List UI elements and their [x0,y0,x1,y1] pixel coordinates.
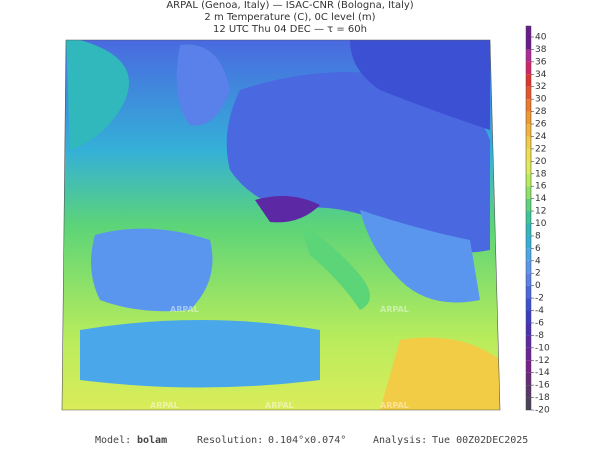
colorbar-segment [526,223,531,236]
colorbar-label: 14 [535,194,547,204]
watermark: ARPAL [265,401,294,410]
colorbar-label: 0 [535,281,541,291]
east-mediterranean [380,337,500,410]
footer-label: Analysis: [373,435,427,446]
colorbar-label: -14 [535,368,550,378]
watermark: ARPAL [380,305,409,314]
colorbar-label: -10 [535,343,550,353]
colorbar-label: 34 [535,70,547,80]
colorbar-label: 24 [535,132,547,142]
colorbar-label: 18 [535,169,547,179]
colorbar-label: 40 [535,33,547,43]
colorbar-label: -2 [535,294,544,304]
balkans [360,210,480,303]
colorbar-frame [525,25,532,411]
colorbar-label: 26 [535,120,547,130]
colorbar-label: 38 [535,45,547,55]
east-europe [350,40,490,130]
footer-label: Model: [95,435,131,446]
colorbar-segment [526,86,531,100]
colorbar-segment [526,173,531,187]
colorbar-label: 8 [535,231,541,241]
footer-value: Tue 00Z02DEC2025 [432,435,528,446]
colorbar-segment [526,186,531,199]
colorbar-segment [526,211,531,224]
watermark: ARPAL [150,401,179,410]
colorbar-segment [526,74,531,87]
colorbar-segment [526,111,531,125]
colorbar-segment [526,273,531,286]
colorbar-label: 30 [535,95,547,105]
colorbar-segment [526,99,531,112]
colorbar-label: -6 [535,318,544,328]
colorbar-segment [526,347,531,361]
header-line: 2 m Temperature (C), 0C level (m) [204,12,375,23]
footer-value: 0.104°x0.074° [268,435,346,446]
atlantic [66,40,129,150]
footer-label: Resolution: [197,435,263,446]
colorbar-label: 36 [535,57,547,67]
colorbar-segment [526,372,531,386]
colorbar-segment [526,49,531,62]
header-line: ARPAL (Genoa, Italy) — ISAC-CNR (Bologna… [166,0,413,11]
header-line: 12 UTC Thu 04 DEC — τ = 60h [213,24,367,35]
colorbar-label: 20 [535,157,547,167]
colorbar-label: 32 [535,82,546,92]
britain [176,44,230,126]
italy [300,225,370,310]
colorbar-segment [526,235,531,249]
map-frame [61,39,501,411]
colorbar-label: 22 [535,144,546,154]
colorbar-label: 2 [535,269,541,279]
colorbar-label: 28 [535,107,547,117]
colorbar-label: -4 [535,306,544,316]
colorbar-segment [526,248,531,261]
colorbar-label: -18 [535,393,550,403]
colorbar-segment [526,161,531,174]
colorbar-label: 12 [535,207,546,217]
colorbar-segment [526,298,531,311]
atlas [80,320,320,388]
colorbar-segment [526,397,531,410]
iberia [91,228,213,312]
colorbar-label: 10 [535,219,547,229]
colorbar-segment [526,61,531,75]
colorbar-segment [526,310,531,323]
colorbar-segment [526,148,531,162]
colorbar-label: 4 [535,256,541,266]
colorbar: 4038363432302826242220181614121086420-2-… [525,25,550,416]
watermark: ARPAL [380,401,409,410]
colorbar-segment [526,285,531,299]
colorbar-segment [526,260,531,274]
colorbar-segment [526,26,531,50]
colorbar-label: -16 [535,381,550,391]
colorbar-label: 6 [535,244,541,254]
colorbar-segment [526,335,531,348]
colorbar-segment [526,136,531,149]
map: ARPAL ARPAL ARPAL ARPAL ARPAL [62,40,500,410]
colorbar-label: -12 [535,356,550,366]
colorbar-label: -20 [535,406,550,416]
colorbar-segment [526,198,531,212]
alps [255,196,320,223]
colorbar-segment [526,360,531,373]
colorbar-segment [526,322,531,336]
footer-value: bolam [137,435,167,446]
colorbar-label: -8 [535,331,544,341]
colorbar-segment [526,124,531,137]
watermark: ARPAL [170,305,199,314]
colorbar-label: 16 [535,182,547,192]
colorbar-segment [526,385,531,398]
